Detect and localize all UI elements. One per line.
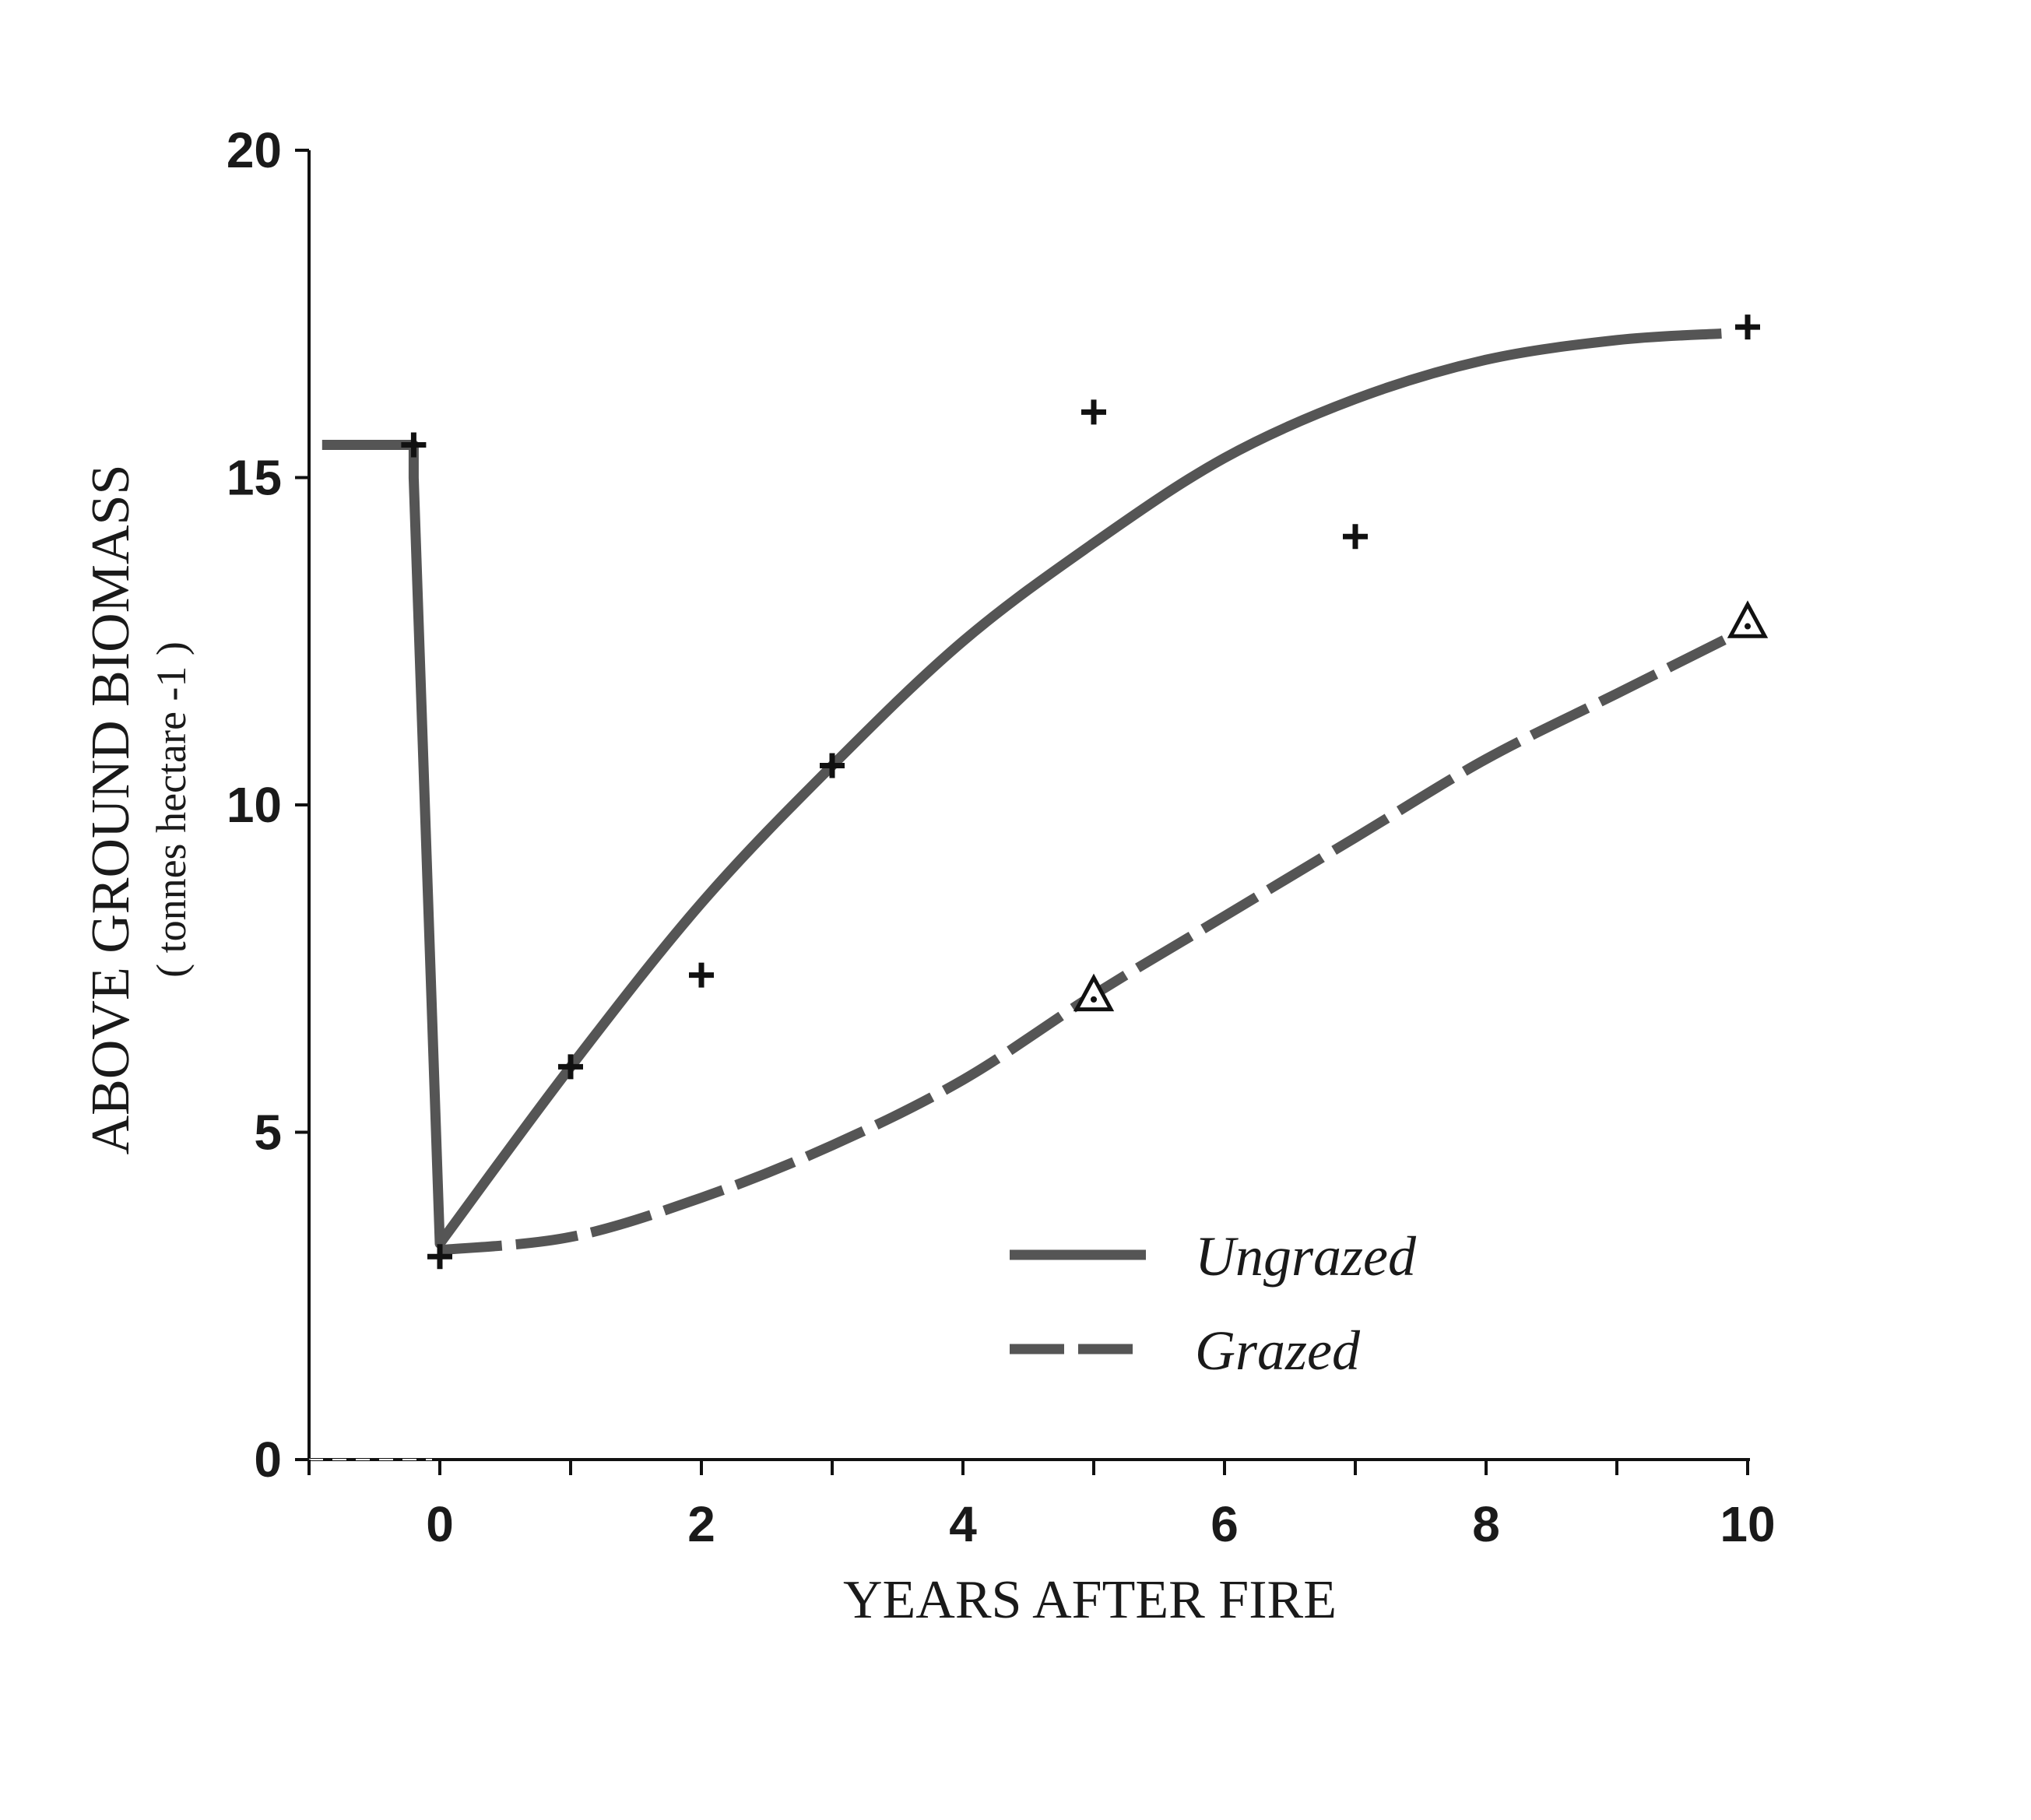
y-tick-label: 10: [227, 777, 282, 833]
triangle-outline: [1073, 973, 1115, 1012]
y-axis-units: ( tonnes hectare -1 ): [148, 641, 195, 978]
series-line-ungrazed: [322, 328, 1722, 1249]
y-tick-label: 0: [254, 1432, 282, 1488]
markers: [401, 314, 1769, 1270]
triangle-dot: [1091, 996, 1097, 1003]
data-point-plus: [689, 962, 714, 988]
x-tick-label: 2: [687, 1496, 715, 1552]
data-point-plus: [1343, 524, 1368, 550]
legend-label-grazed: Grazed: [1195, 1319, 1361, 1382]
x-tick-label: 4: [949, 1496, 977, 1552]
x-tick-label: 6: [1211, 1496, 1239, 1552]
legend: Ungrazed Grazed: [1010, 1225, 1417, 1382]
x-tick-label: 10: [1720, 1496, 1775, 1552]
y-axis-title: ABOVE GROUND BIOMASS: [81, 465, 141, 1155]
data-point-plus: [401, 432, 427, 458]
data-point-triangle: [1073, 973, 1115, 1012]
y-tick-label: 15: [227, 450, 282, 506]
data-point-plus: [427, 1244, 452, 1270]
ticks: [295, 149, 1749, 1475]
y-tick-label: 5: [254, 1105, 282, 1161]
data-point-plus: [1735, 314, 1760, 340]
legend-label-ungrazed: Ungrazed: [1195, 1225, 1417, 1288]
triangle-dot: [1745, 623, 1751, 630]
data-point-triangle: [1727, 600, 1769, 638]
data-point-plus: [558, 1054, 583, 1080]
triangle-outline: [1727, 600, 1769, 638]
data-point-plus: [1081, 399, 1106, 425]
x-tick-label: 8: [1472, 1496, 1500, 1552]
x-tick-label: 0: [426, 1496, 454, 1552]
data-point-plus: [820, 753, 845, 778]
series-line-grazed: [439, 624, 1750, 1256]
x-axis-title: YEARS AFTER FIRE: [843, 1570, 1337, 1630]
y-tick-label: 20: [227, 122, 282, 178]
series-lines: [322, 328, 1750, 1256]
tick-labels: 0 5 10 15 20 0 2 4 6 8 10: [227, 122, 1776, 1552]
